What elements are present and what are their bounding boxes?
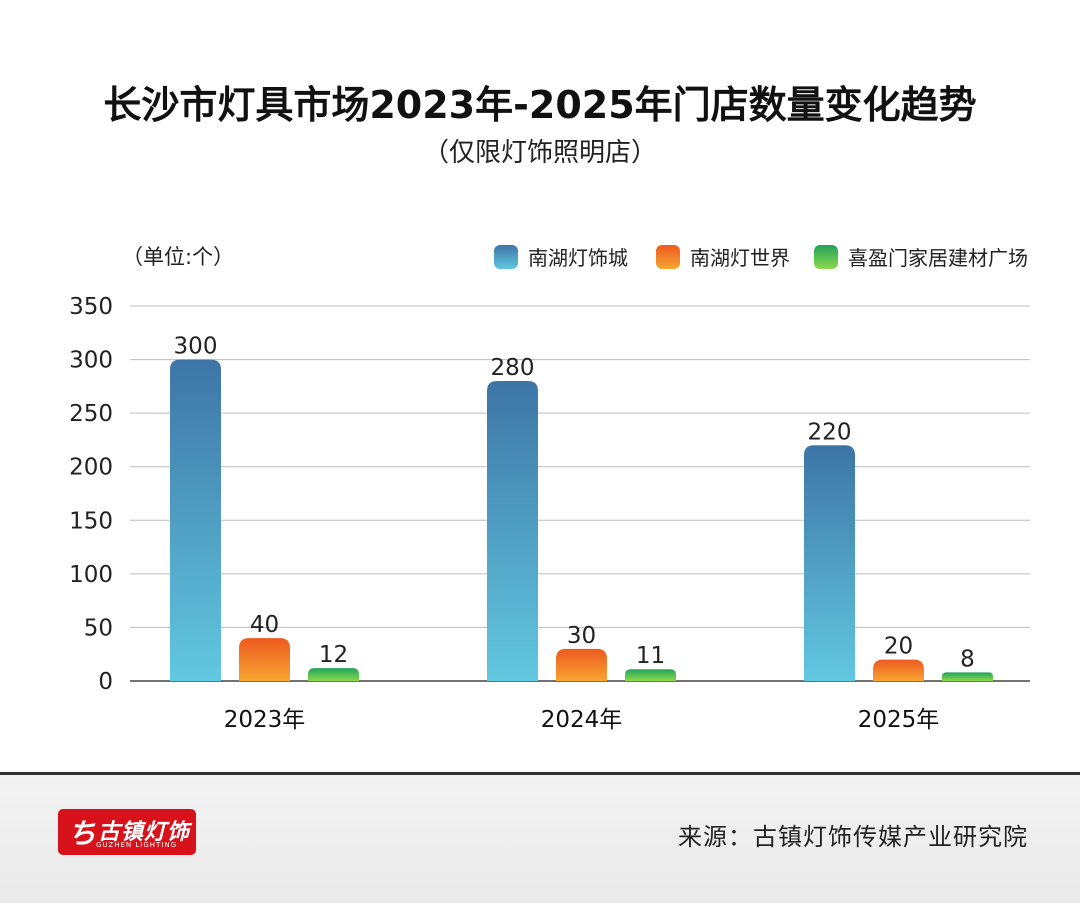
bar-green xyxy=(308,668,359,681)
data-label: 11 xyxy=(636,643,665,669)
x-tick-label: 2024年 xyxy=(541,707,623,733)
x-tick-label: 2025年 xyxy=(858,707,940,733)
chart-title: 长沙市灯具市场2023年-2025年门店数量变化趋势 xyxy=(103,83,977,127)
y-tick-label: 300 xyxy=(69,348,113,374)
x-tick-label: 2023年 xyxy=(224,707,306,733)
legend-swatch-green xyxy=(814,245,838,269)
data-label: 300 xyxy=(174,334,218,360)
legend-label: 南湖灯饰城 xyxy=(528,246,628,270)
y-tick-label: 350 xyxy=(69,294,113,320)
logo-text: 古镇灯饰 xyxy=(98,819,191,845)
source-text: 来源：古镇灯饰传媒产业研究院 xyxy=(678,823,1028,851)
bar-chart: （单位:个） 南湖灯饰城 南湖灯世界 喜盈门家居建材广场 0 50 100 150 200 2… xyxy=(69,245,1030,733)
bars xyxy=(170,359,993,681)
data-label: 40 xyxy=(250,612,279,638)
y-axis: 0 50 100 150 200 250 300 350 xyxy=(69,294,113,695)
y-tick-label: 0 xyxy=(98,669,113,695)
bar-orange xyxy=(873,659,924,681)
data-label: 12 xyxy=(319,642,348,668)
x-axis: 2023年 2024年 2025年 xyxy=(224,707,940,733)
data-label: 8 xyxy=(960,646,975,672)
y-tick-label: 200 xyxy=(69,455,113,481)
legend-label: 喜盈门家居建材广场 xyxy=(848,246,1028,270)
legend-swatch-orange xyxy=(656,245,680,269)
legend-swatch-blue xyxy=(494,245,518,269)
legend-label: 南湖灯世界 xyxy=(690,246,790,270)
data-label: 220 xyxy=(808,419,852,445)
y-tick-label: 150 xyxy=(69,508,113,534)
logo-glyph: ち xyxy=(68,817,97,850)
bar-green xyxy=(942,672,993,681)
chart-subtitle: （仅限灯饰照明店） xyxy=(422,138,657,168)
logo-subtext: GUZHEN LIGHTING xyxy=(96,841,178,849)
legend: 南湖灯饰城 南湖灯世界 喜盈门家居建材广场 xyxy=(494,245,1028,270)
bar-blue xyxy=(487,381,538,681)
y-tick-label: 100 xyxy=(69,562,113,588)
bar-blue xyxy=(804,445,855,681)
bar-blue xyxy=(170,359,221,681)
guzhen-logo: ち 古镇灯饰 GUZHEN LIGHTING xyxy=(58,809,196,855)
y-tick-label: 250 xyxy=(69,401,113,427)
data-labels: 300 40 12 280 30 11 220 20 8 xyxy=(174,334,975,673)
data-label: 20 xyxy=(884,634,913,660)
footer: ち 古镇灯饰 GUZHEN LIGHTING 来源：古镇灯饰传媒产业研究院 xyxy=(0,772,1080,903)
bar-green xyxy=(625,669,676,681)
bar-orange xyxy=(556,648,607,681)
y-tick-label: 50 xyxy=(84,615,113,641)
data-label: 280 xyxy=(491,355,535,381)
data-label: 30 xyxy=(567,623,596,649)
unit-label: （单位:个） xyxy=(122,245,234,269)
bar-orange xyxy=(239,638,290,681)
